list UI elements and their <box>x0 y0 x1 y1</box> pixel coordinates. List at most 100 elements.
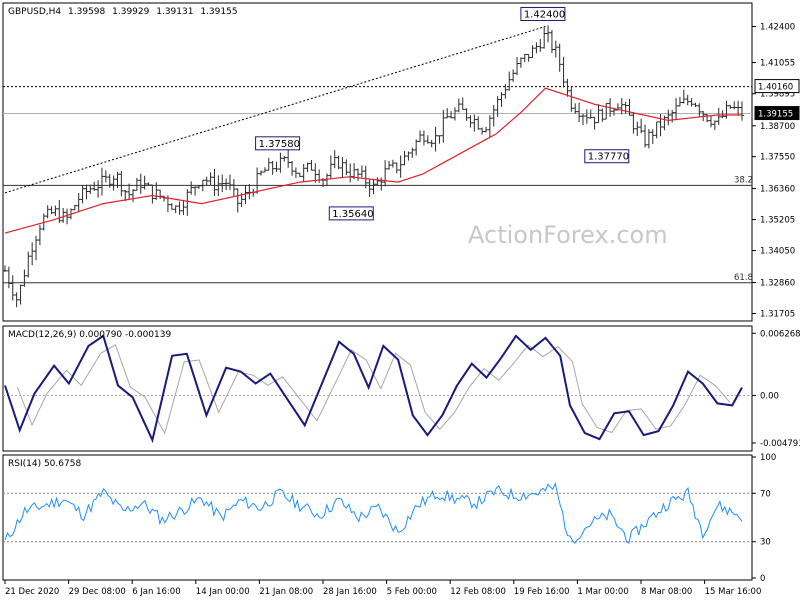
time-tick-label: 29 Dec 08:00 <box>69 587 126 597</box>
ohlc-bar <box>418 130 423 143</box>
ohlc-bar <box>584 109 589 124</box>
time-tick-label: 19 Feb 16:00 <box>514 587 570 597</box>
ohlc-bar <box>487 115 492 138</box>
ohlc-bar <box>491 105 496 127</box>
ohlc-bar <box>410 147 415 158</box>
ohlc-bar <box>305 162 310 173</box>
ohlc-bar <box>119 170 124 197</box>
ohlc-bar <box>677 96 682 107</box>
price-tick-label: 1.32860 <box>760 279 795 289</box>
ohlc-bar <box>138 173 143 194</box>
ohlc-bar <box>131 189 136 203</box>
ohlc-bar <box>705 113 710 123</box>
time-tick-label: 21 Dec 2020 <box>5 587 59 597</box>
price-tick-label: 1.41055 <box>760 59 795 69</box>
time-tick-label: 15 Mar 16:00 <box>705 587 762 597</box>
ohlc-bar <box>577 102 582 123</box>
moving-average-line <box>4 87 742 234</box>
ohlc-bar <box>573 103 578 114</box>
ohlc-bar <box>99 167 104 196</box>
ohlc-bar <box>14 292 19 308</box>
ohlc-bar <box>146 182 151 186</box>
ohlc-bar <box>390 159 395 168</box>
price-callout-label: 1.37770 <box>588 152 629 163</box>
ohlc-bar <box>290 160 295 176</box>
time-tick-label: 1 Mar 00:00 <box>577 587 628 597</box>
time-tick-label: 21 Jan 08:00 <box>259 587 313 597</box>
ohlc-bar <box>282 155 287 162</box>
macd-tick-label: 0.00 <box>760 391 779 401</box>
ohlc-bar <box>355 168 360 181</box>
macd-title: MACD(12,26,9) 0.000790 -0.000139 <box>8 330 171 340</box>
rsi-tick-label: 100 <box>760 453 776 463</box>
macd-tick-label: 0.006268 <box>760 329 800 339</box>
ohlc-bar <box>92 181 97 191</box>
ohlc-bar <box>367 179 372 197</box>
ohlc-bar <box>689 98 694 107</box>
ohlc-bar <box>740 101 744 121</box>
rsi-tick-label: 0 <box>760 574 765 584</box>
ohlc-bar <box>259 170 264 176</box>
ohlc-bar <box>499 92 504 107</box>
ohlc-bar <box>681 89 686 104</box>
ohlc-bar <box>134 177 139 191</box>
ohlc-bar <box>561 56 566 88</box>
time-tick-label: 5 Feb 00:00 <box>387 587 437 597</box>
ohlc-bar <box>693 102 698 108</box>
ohlc-bar <box>697 103 702 117</box>
ohlc-bar <box>588 109 593 119</box>
ohlc-bar <box>456 98 461 113</box>
axis-layer: 1.42400 1.41055 1.39895 1.38700 1.37550 1.363… <box>4 22 800 597</box>
ohlc-bar <box>181 199 186 216</box>
ohlc-bar <box>421 130 426 146</box>
ohlc-bar <box>425 135 430 144</box>
ohlc-bar <box>142 175 147 190</box>
ohlc-bar <box>57 200 62 223</box>
ohlc-bar <box>127 183 132 201</box>
ohlc-bar <box>262 167 267 173</box>
macd-layer <box>3 334 752 444</box>
price-callout-label: 1.42400 <box>524 9 565 20</box>
ohlc-bar <box>96 180 101 198</box>
ohlc-bar <box>406 151 411 161</box>
macd-tick-label: -0.004793 <box>760 439 800 449</box>
ohlc-bar <box>270 160 275 175</box>
price-tick-label: 1.31705 <box>760 309 795 319</box>
ohlc-bar <box>309 159 314 171</box>
ohlc-bar <box>530 45 535 58</box>
fib-level-label: 61.8 <box>734 273 753 283</box>
ohlc-bar <box>293 167 298 178</box>
ohlc-bar <box>460 97 465 110</box>
ohlc-bar <box>344 159 349 176</box>
price-tick-label: 1.37550 <box>760 153 795 163</box>
watermark: ActionForex.com <box>468 221 668 249</box>
ohlc-bar <box>557 43 562 72</box>
ohlc-bar <box>177 201 182 215</box>
time-tick-label: 8 Mar 08:00 <box>641 587 692 597</box>
ohlc-bar <box>220 174 225 193</box>
ohlc-bar <box>402 150 407 166</box>
ohlc-bar <box>103 170 108 183</box>
ohlc-bar <box>553 40 558 58</box>
macd-line <box>4 334 743 444</box>
ohlc-bar <box>441 109 446 143</box>
ohlc-bar <box>569 86 574 112</box>
price-tick-label: 1.42400 <box>760 22 795 32</box>
ohlc-bar <box>208 172 213 185</box>
symbol: GBPUSD,H4 <box>8 7 61 17</box>
ohlc-bar <box>3 265 7 272</box>
ohlc-bar <box>204 176 209 187</box>
ohlc-bar <box>720 110 725 119</box>
low-value: 1.39131 <box>156 7 193 17</box>
price-tick-label: 1.39895 <box>760 90 795 100</box>
ohlc-bar <box>123 190 128 202</box>
resistance-badge-label: 1.40160 <box>758 83 793 93</box>
ohlc-bar <box>712 120 717 130</box>
ohlc-bar <box>10 275 15 301</box>
ohlc-bar <box>515 57 520 76</box>
ohlc-bar <box>274 161 279 172</box>
close-value: 1.39155 <box>200 7 237 17</box>
ohlc-bar <box>235 188 240 213</box>
price-callout-box <box>328 206 374 221</box>
